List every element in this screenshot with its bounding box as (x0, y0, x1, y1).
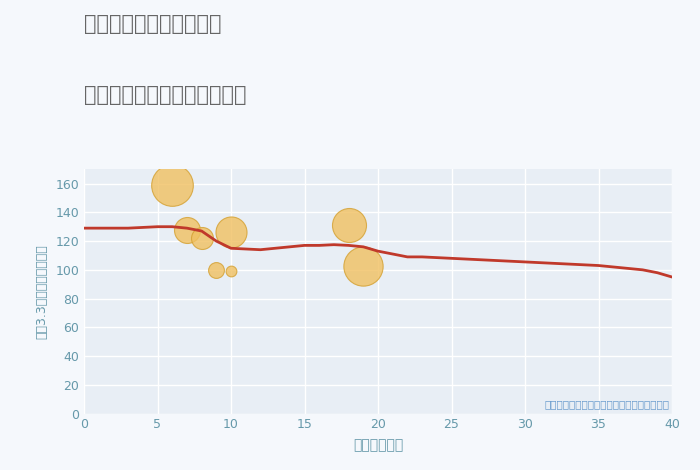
Point (225, 229, 237, 236)
Point (358, 262, 369, 269)
Point (211, 266, 222, 274)
Text: 円の大きさは、取引のあった物件面積を示す: 円の大きさは、取引のあった物件面積を示す (544, 400, 669, 409)
Text: 千葉県千葉市稲毛区緑町: 千葉県千葉市稲毛区緑町 (84, 14, 221, 34)
Y-axis label: 坪（3.3㎡）単価（万円）: 坪（3.3㎡）単価（万円） (35, 244, 48, 339)
Point (225, 267, 237, 275)
Point (343, 221, 354, 229)
Point (181, 226, 193, 233)
Text: 築年数別中古マンション価格: 築年数別中古マンション価格 (84, 85, 246, 105)
X-axis label: 築年数（年）: 築年数（年） (353, 439, 403, 453)
Point (196, 235, 207, 242)
Point (167, 181, 178, 189)
